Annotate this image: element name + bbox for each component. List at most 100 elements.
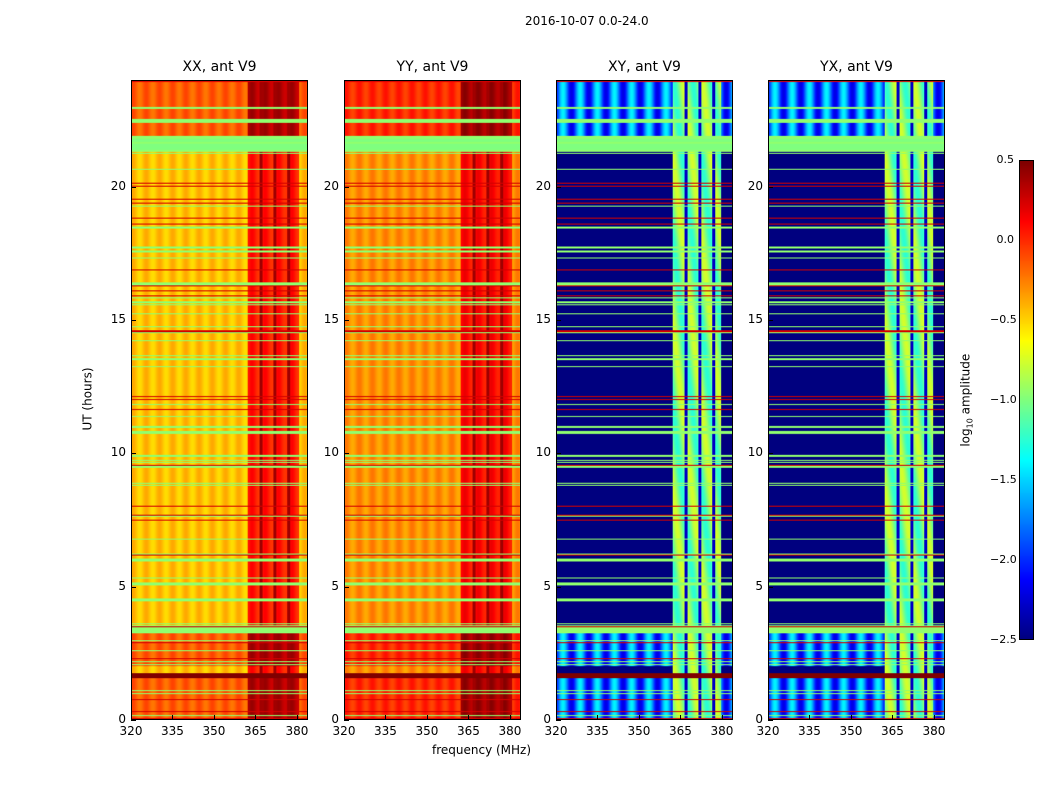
x-tick xyxy=(426,715,428,720)
x-tick-label: 335 xyxy=(374,724,397,738)
heatmap-image xyxy=(557,81,732,719)
x-tick xyxy=(213,715,215,720)
y-tick xyxy=(344,586,349,588)
x-tick xyxy=(597,715,599,720)
y-tick-label: 10 xyxy=(747,445,763,460)
x-tick xyxy=(850,715,852,720)
colorbar-tick-label: −2.0 xyxy=(990,553,1017,566)
y-tick-label: 10 xyxy=(323,445,339,460)
y-tick-label: 0 xyxy=(118,712,126,726)
y-tick-label: 10 xyxy=(535,445,551,460)
y-tick-label: 15 xyxy=(323,312,339,326)
x-tick xyxy=(638,715,640,720)
heatmap-image xyxy=(769,81,944,719)
colorbar-tick-label: −0.5 xyxy=(990,313,1017,326)
y-tick xyxy=(768,320,773,321)
x-tick-label: 365 xyxy=(669,724,692,738)
y-tick xyxy=(344,720,349,721)
y-tick-label: 20 xyxy=(323,178,339,193)
y-tick xyxy=(556,720,561,721)
y-tick xyxy=(344,186,349,188)
x-tick-label: 380 xyxy=(498,724,522,738)
x-tick-label: 350 xyxy=(202,724,226,738)
y-tick xyxy=(768,720,773,721)
x-tick xyxy=(255,715,257,720)
x-tick xyxy=(385,715,387,720)
x-tick xyxy=(892,715,894,720)
heatmap-panel-2 xyxy=(344,80,521,720)
x-tick-label: 365 xyxy=(457,724,480,738)
y-tick xyxy=(131,453,136,455)
x-tick-label: 335 xyxy=(161,724,184,738)
panel-title: XX, ant V9 xyxy=(182,59,257,75)
y-tick xyxy=(131,586,136,588)
y-tick-label: 15 xyxy=(747,312,763,326)
x-tick-label: 350 xyxy=(839,724,863,738)
x-tick-label: 365 xyxy=(881,724,904,738)
y-tick xyxy=(556,586,561,588)
y-tick xyxy=(768,586,773,588)
y-tick xyxy=(556,186,561,188)
x-tick-label: 320 xyxy=(756,724,780,738)
heatmap-panel-3 xyxy=(556,80,733,720)
x-tick xyxy=(809,715,811,720)
y-tick-label: 20 xyxy=(535,178,551,193)
x-tick xyxy=(344,715,345,720)
y-tick-label: 20 xyxy=(110,178,126,193)
x-tick-label: 320 xyxy=(119,724,143,738)
y-tick-label: 0 xyxy=(755,712,763,726)
colorbar-label: log10 amplitude xyxy=(958,354,974,447)
x-tick xyxy=(131,715,132,720)
x-tick xyxy=(556,715,557,720)
x-tick xyxy=(680,715,682,720)
heatmap-image xyxy=(132,81,307,719)
x-tick-label: 335 xyxy=(586,724,609,738)
y-tick xyxy=(768,453,773,455)
y-tick-label: 15 xyxy=(110,312,126,326)
x-tick-label: 380 xyxy=(922,724,946,738)
y-tick-label: 20 xyxy=(747,178,763,193)
x-tick-label: 380 xyxy=(710,724,734,738)
x-tick xyxy=(768,715,769,720)
heatmap-panel-1 xyxy=(131,80,308,720)
colorbar-tick-label: 0.5 xyxy=(996,153,1015,166)
heatmap-panel-4 xyxy=(768,80,945,720)
x-tick-label: 350 xyxy=(415,724,439,738)
x-tick xyxy=(721,715,723,720)
y-tick xyxy=(131,320,136,321)
x-tick-label: 320 xyxy=(544,724,568,738)
y-tick-label: 0 xyxy=(543,712,551,726)
y-tick xyxy=(556,453,561,455)
y-tick-label: 5 xyxy=(331,578,339,593)
x-tick xyxy=(296,715,298,720)
colorbar xyxy=(1019,160,1034,640)
y-tick xyxy=(768,186,773,188)
suptitle: 2016-10-07 0.0-24.0 xyxy=(525,14,649,28)
y-tick xyxy=(131,720,136,721)
x-tick-label: 365 xyxy=(244,724,267,738)
y-tick-label: 0 xyxy=(331,712,339,726)
y-tick-label: 10 xyxy=(110,445,126,460)
y-tick xyxy=(131,186,136,188)
x-tick-label: 335 xyxy=(798,724,821,738)
x-tick xyxy=(468,715,470,720)
y-tick xyxy=(344,320,349,321)
colorbar-label-sub: 10 xyxy=(965,418,975,429)
x-tick xyxy=(509,715,511,720)
x-tick-label: 320 xyxy=(332,724,356,738)
x-tick xyxy=(933,715,935,720)
colorbar-tick-label: −1.5 xyxy=(990,473,1017,486)
heatmap-image xyxy=(345,81,520,719)
y-tick-label: 5 xyxy=(118,578,126,593)
x-axis-label: frequency (MHz) xyxy=(432,743,532,757)
colorbar-label-tail: amplitude xyxy=(958,353,973,419)
y-tick-label: 5 xyxy=(755,578,763,593)
panel-title: XY, ant V9 xyxy=(608,59,681,75)
y-axis-label: UT (hours) xyxy=(80,367,95,431)
colorbar-tick-label: −1.0 xyxy=(990,393,1017,406)
x-tick-label: 350 xyxy=(627,724,651,738)
y-tick-label: 5 xyxy=(543,578,551,593)
colorbar-tick-label: −2.5 xyxy=(990,633,1017,646)
colorbar-label-main: log xyxy=(958,428,973,447)
